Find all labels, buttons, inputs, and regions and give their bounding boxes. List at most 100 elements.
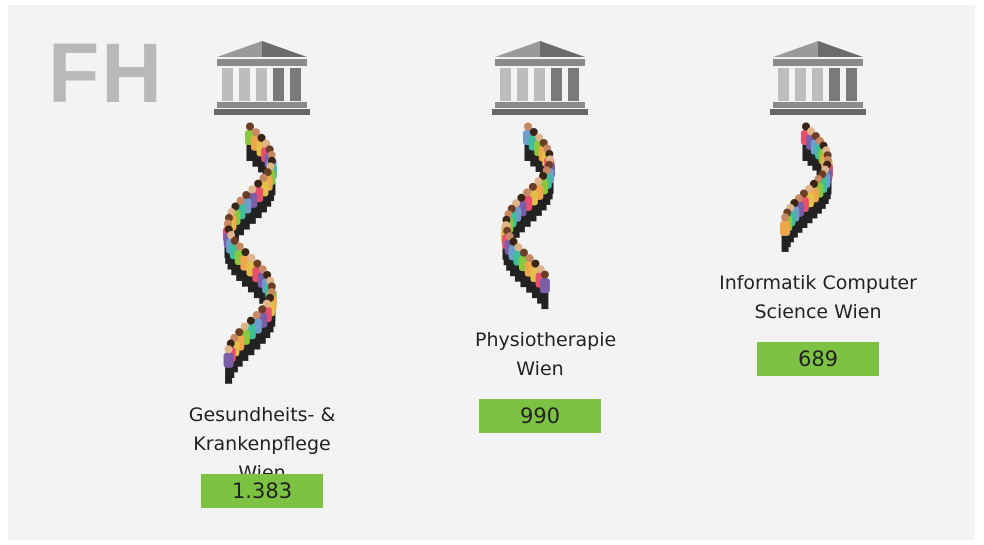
legs [526, 274, 534, 293]
legs [253, 280, 261, 299]
head [517, 193, 526, 202]
legs [258, 154, 266, 173]
legs [512, 219, 520, 238]
panel: FH Gesundheits- & Krankenpflege Wien 1.38… [8, 5, 975, 540]
building-icon [492, 41, 588, 115]
base [217, 102, 307, 108]
category-label: Physiotherapie Wien [475, 329, 617, 381]
legs [259, 194, 267, 213]
head [528, 182, 537, 191]
legs [506, 252, 514, 271]
column [846, 68, 857, 101]
legs [537, 285, 545, 304]
category-label: Informatik Computer Science Wien [719, 271, 917, 323]
head [534, 177, 543, 186]
head [240, 322, 249, 331]
legs [230, 354, 238, 373]
legs [248, 205, 256, 224]
legs [242, 211, 250, 230]
legs [807, 147, 815, 166]
head [224, 345, 233, 354]
legs [252, 148, 260, 167]
category-label: Gesundheits- & Krankenpflege Wien [188, 403, 336, 484]
legs [818, 190, 826, 209]
head [259, 173, 268, 182]
legs [259, 285, 267, 304]
base-step [770, 109, 866, 115]
head [252, 310, 261, 319]
head [267, 151, 276, 160]
legs [795, 214, 803, 233]
head [523, 188, 532, 197]
head [804, 184, 813, 193]
queue [501, 122, 555, 310]
head [809, 179, 818, 188]
column [829, 68, 840, 101]
roof-shade [818, 41, 863, 57]
head [529, 127, 538, 136]
person [539, 270, 550, 310]
roof-shade [540, 41, 585, 57]
beam [495, 59, 585, 66]
legs [790, 219, 798, 238]
person [223, 345, 234, 384]
head [535, 133, 544, 142]
legs [531, 280, 539, 299]
legs [802, 143, 810, 161]
legs [812, 152, 820, 171]
legs [263, 320, 271, 339]
head [246, 316, 255, 325]
legs [524, 143, 532, 161]
head [241, 248, 250, 257]
legs [520, 269, 528, 288]
column [517, 68, 528, 101]
queue [223, 122, 277, 384]
legs [254, 200, 262, 219]
legs [231, 257, 239, 276]
building-icon [214, 41, 310, 115]
value-label: 990 [479, 399, 601, 434]
column [551, 68, 562, 101]
legs [535, 153, 543, 172]
legs [814, 195, 822, 214]
person [780, 213, 791, 252]
column [222, 68, 233, 101]
head [231, 202, 240, 211]
building-icon [770, 41, 866, 115]
column [534, 68, 545, 101]
legs [258, 325, 266, 344]
column [500, 68, 511, 101]
head [514, 243, 523, 252]
head [247, 253, 256, 262]
head [262, 299, 271, 308]
legs [241, 268, 249, 287]
head [540, 270, 549, 279]
legs [534, 197, 542, 216]
value-label: 1.383 [201, 473, 323, 508]
head [524, 122, 532, 131]
head [246, 122, 254, 131]
head [230, 236, 239, 245]
head [253, 259, 262, 268]
chart-title: FH [48, 26, 164, 120]
legs [225, 365, 233, 384]
head [257, 133, 266, 142]
body [780, 220, 791, 236]
column [795, 68, 806, 101]
head [536, 265, 545, 274]
head [267, 282, 276, 291]
legs [530, 148, 538, 167]
head [230, 333, 239, 342]
head [531, 259, 540, 268]
legs [247, 274, 255, 293]
legs [510, 258, 518, 277]
legs [543, 186, 551, 205]
head [519, 248, 528, 257]
legs [529, 203, 537, 222]
legs [227, 251, 235, 270]
column [239, 68, 250, 101]
legs [517, 214, 525, 233]
queue [780, 122, 833, 252]
head [802, 122, 810, 131]
head [235, 242, 244, 251]
